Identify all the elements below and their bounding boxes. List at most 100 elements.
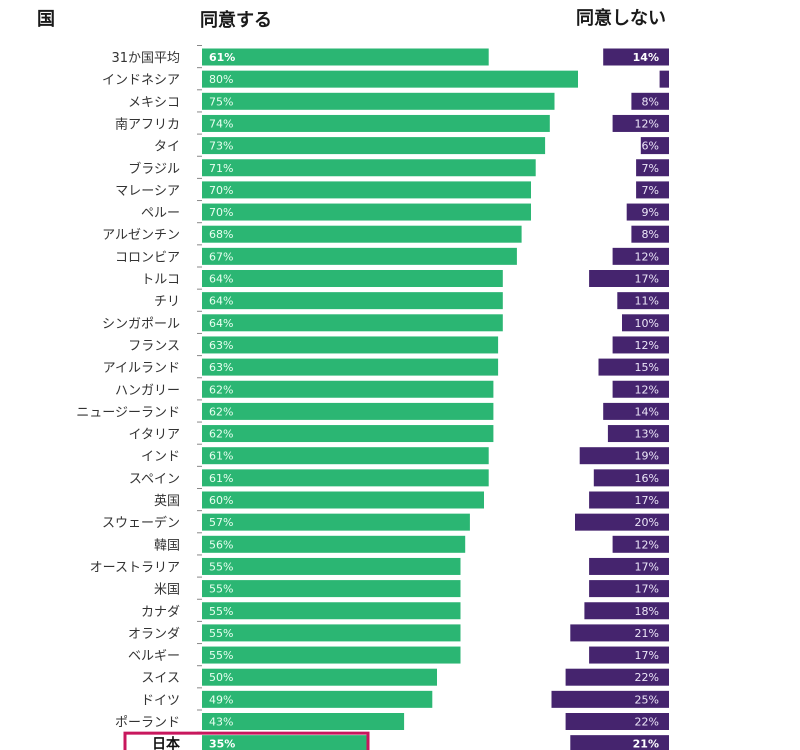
data-label-agree: 35%	[209, 738, 235, 750]
data-label-disagree: 25%	[635, 693, 659, 706]
bar-agree	[202, 425, 494, 443]
category-label: カナダ	[141, 605, 180, 620]
chart-row: 南アフリカ 74% 12%	[115, 111, 669, 132]
bar-disagree	[589, 580, 669, 598]
bar-disagree	[631, 225, 669, 243]
category-label: タイ	[154, 140, 180, 155]
chart-row: オランダ 55% 21%	[128, 620, 669, 642]
bar-disagree	[659, 70, 669, 88]
bar-agree	[202, 270, 503, 287]
bar-agree	[202, 137, 546, 155]
category-label: トルコ	[141, 273, 180, 288]
bar-agree	[202, 535, 466, 553]
highlight-box	[123, 731, 370, 750]
category-label: アルゼンチン	[102, 228, 180, 243]
category-label: 韓国	[154, 538, 180, 553]
bar-agree	[202, 735, 367, 750]
data-label-agree: 64%	[209, 317, 233, 330]
chart-row: マレーシア 70% 7%	[115, 177, 669, 199]
category-label: ニュージーランド	[76, 405, 180, 420]
bar-agree	[202, 557, 461, 575]
category-label: ペルー	[141, 206, 180, 221]
category-label: スペイン	[129, 472, 180, 487]
category-label: コロンビア	[115, 250, 180, 265]
category-label: 英国	[154, 494, 180, 509]
data-label-agree: 71%	[209, 162, 233, 175]
chart-row: インドネシア 80%	[102, 67, 669, 88]
bar-agree	[202, 580, 461, 598]
data-label-agree: 57%	[209, 516, 233, 529]
category-label: スイス	[141, 671, 180, 686]
bar-agree	[202, 336, 499, 354]
data-label-disagree: 8%	[642, 228, 659, 241]
data-label-disagree: 12%	[635, 538, 659, 551]
bar-agree	[202, 624, 461, 642]
data-label-agree: 62%	[209, 428, 233, 441]
chart-row: スウェーデン 57% 20%	[102, 510, 669, 531]
chart-row: ポーランド 43% 22%	[115, 709, 669, 731]
chart-row: ベルギー 55% 17%	[128, 643, 669, 664]
data-label-agree: 55%	[209, 627, 233, 640]
bar-disagree	[551, 690, 669, 708]
data-label-disagree: 22%	[635, 671, 659, 684]
chart-row: ブラジル 71% 7%	[128, 155, 669, 177]
chart-row: カナダ 55% 18%	[141, 598, 669, 620]
chart-row: ハンガリー 62% 12%	[115, 377, 669, 398]
data-label-disagree: 21%	[635, 627, 659, 640]
category-label: インドネシア	[102, 73, 180, 88]
data-label-agree: 50%	[209, 671, 233, 684]
data-label-disagree: 14%	[635, 405, 659, 418]
bar-agree	[202, 70, 578, 88]
data-label-disagree: 8%	[642, 95, 659, 108]
chart-row: 韓国 56% 12%	[154, 532, 669, 553]
chart-row: ペルー 70% 9%	[141, 200, 669, 221]
data-label-disagree: 13%	[635, 428, 659, 441]
data-label-agree: 56%	[209, 538, 233, 551]
data-label-agree: 61%	[209, 450, 233, 463]
category-label: 米国	[154, 583, 180, 598]
bar-disagree	[570, 735, 669, 750]
chart-row: 日本 35% 21%	[123, 731, 669, 750]
bar-agree	[202, 159, 536, 177]
category-label: ベルギー	[128, 649, 180, 664]
bar-agree	[202, 513, 470, 531]
category-label: 31か国平均	[111, 51, 180, 66]
category-label: シンガポール	[102, 317, 180, 332]
data-label-agree: 61%	[209, 472, 233, 485]
data-label-disagree: 12%	[635, 250, 659, 263]
bar-agree	[202, 713, 405, 730]
category-label: フランス	[128, 339, 180, 354]
bar-disagree	[598, 358, 669, 376]
category-label: スウェーデン	[102, 515, 180, 531]
bar-disagree	[565, 713, 669, 730]
bar-disagree	[612, 380, 669, 398]
data-label-disagree: 6%	[642, 140, 659, 153]
bar-agree	[202, 181, 531, 199]
bar-disagree	[575, 513, 669, 531]
category-label: イタリア	[129, 428, 180, 443]
data-label-disagree: 12%	[635, 383, 659, 396]
bar-agree	[202, 48, 489, 66]
bar-disagree	[622, 314, 669, 332]
chart-row: トルコ 64% 17%	[141, 266, 669, 288]
chart-row: コロンビア 67% 12%	[115, 244, 669, 265]
data-label-disagree: 12%	[635, 117, 659, 130]
chart-row: シンガポール 64% 10%	[102, 310, 669, 332]
bar-disagree	[612, 247, 669, 265]
bar-agree	[202, 668, 437, 686]
data-label-agree: 60%	[209, 494, 233, 507]
chart-row: メキシコ 75% 8%	[128, 89, 669, 110]
data-label-agree: 75%	[209, 95, 233, 108]
data-label-disagree: 12%	[635, 339, 659, 352]
bar-disagree	[603, 48, 669, 66]
category-label: 日本	[152, 736, 181, 750]
data-label-agree: 61%	[209, 51, 235, 64]
bar-agree	[202, 92, 555, 110]
bar-agree	[202, 225, 522, 243]
bar-disagree	[584, 602, 669, 620]
data-label-agree: 43%	[209, 716, 233, 729]
data-label-disagree: 17%	[635, 273, 659, 286]
data-label-agree: 55%	[209, 605, 233, 618]
bar-disagree	[565, 668, 669, 686]
bar-agree	[202, 402, 494, 420]
